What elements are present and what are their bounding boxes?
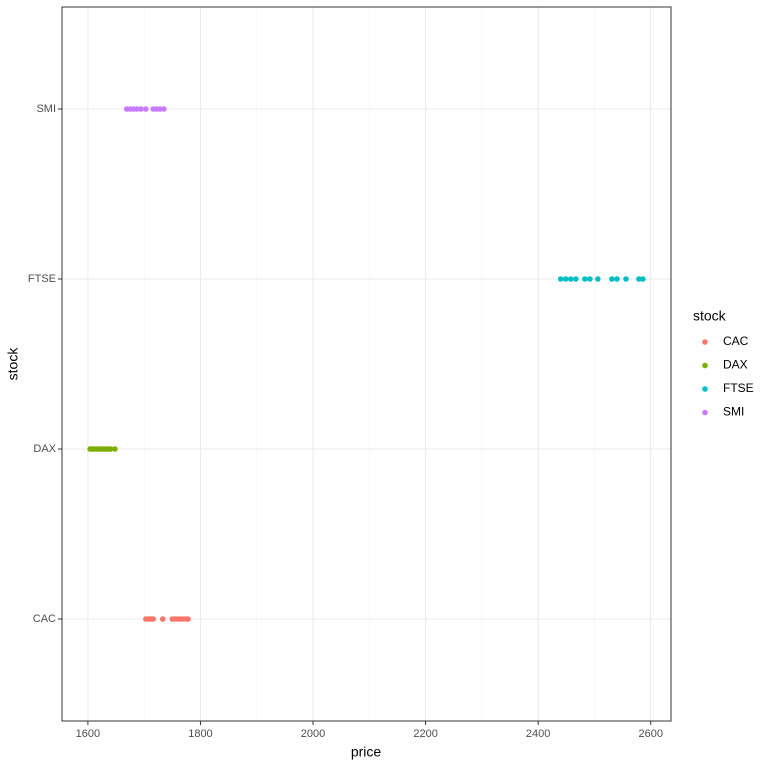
point (562, 276, 569, 282)
point (112, 446, 118, 452)
y-tick-label: SMI (36, 103, 56, 115)
point (614, 276, 620, 282)
x-tick-label: 2200 (413, 728, 437, 740)
point (150, 616, 156, 622)
x-tick-label: 2000 (301, 728, 325, 740)
x-tick-label: 2400 (526, 728, 550, 740)
point (636, 276, 642, 282)
x-tick-label: 1600 (76, 728, 100, 740)
y-axis-title: stock (5, 347, 21, 381)
point (143, 106, 149, 112)
legend-label: CAC (723, 334, 749, 348)
point (587, 276, 593, 282)
point (640, 276, 646, 282)
y-tick-label: DAX (33, 443, 56, 455)
legend-label: DAX (723, 358, 748, 372)
legend-title: stock (693, 308, 727, 324)
point (137, 106, 144, 112)
y-tick-label: FTSE (28, 273, 56, 285)
legend-swatch (702, 386, 708, 392)
legend-label: SMI (723, 405, 744, 419)
point (161, 106, 167, 112)
x-tick-label: 1800 (188, 728, 212, 740)
point (609, 276, 615, 282)
point (107, 446, 114, 452)
point (185, 616, 191, 622)
legend-swatch (702, 339, 708, 345)
legend-label: FTSE (723, 381, 754, 395)
y-tick-label: CAC (33, 613, 56, 625)
x-axis-title: price (351, 744, 382, 760)
point (573, 276, 579, 282)
point (595, 276, 601, 282)
point (134, 106, 140, 112)
point (568, 276, 574, 282)
point (623, 276, 629, 282)
point (157, 106, 163, 112)
legend-swatch (702, 362, 708, 369)
panel-border (61, 6, 672, 722)
point (557, 276, 564, 282)
legend-swatch (702, 409, 708, 416)
point (582, 276, 588, 282)
point (159, 616, 166, 622)
x-tick-label: 2600 (638, 728, 662, 740)
